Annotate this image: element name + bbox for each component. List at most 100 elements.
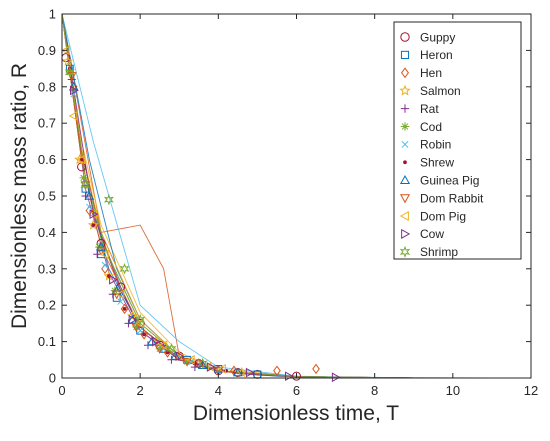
point-shrimp xyxy=(103,193,114,206)
point-cow xyxy=(245,367,255,378)
legend-label-shrimp: Shrimp xyxy=(420,245,458,259)
legend-label-guppy: Guppy xyxy=(420,30,455,44)
x-axis-label: Dimensionless time, T xyxy=(193,402,399,425)
y-tick-label: 0.6 xyxy=(38,152,56,167)
y-tick-label: 0.3 xyxy=(38,261,56,276)
x-tick-label: 2 xyxy=(137,383,144,398)
point-hen xyxy=(273,365,281,376)
y-tick-label: 0.9 xyxy=(38,43,56,58)
legend-marker-hen xyxy=(401,67,409,79)
point-robin xyxy=(101,261,109,269)
point-robin xyxy=(136,327,144,335)
point-salmon xyxy=(126,310,138,321)
point-guinea-pig xyxy=(233,367,243,377)
legend-marker-dom-pig xyxy=(399,210,409,222)
point-dom-pig xyxy=(60,45,70,56)
point-shrew xyxy=(122,306,127,311)
legend-label-robin: Robin xyxy=(420,138,451,152)
point-shrimp xyxy=(197,357,208,370)
y-tick-label: 0.8 xyxy=(38,79,56,94)
point-cow xyxy=(70,85,79,96)
point-dom-pig xyxy=(115,289,125,300)
point-guinea-pig xyxy=(84,190,95,200)
data-points xyxy=(60,45,341,383)
x-tick-label: 6 xyxy=(293,383,300,398)
x-tick-label: 10 xyxy=(446,383,460,398)
legend-marker-heron xyxy=(400,50,410,59)
point-robin xyxy=(117,298,124,305)
point-cow xyxy=(152,336,161,347)
y-tick-label: 0.1 xyxy=(38,334,56,349)
point-shrew xyxy=(79,157,84,162)
point-hen xyxy=(312,363,320,375)
point-cow xyxy=(175,351,185,362)
point-dom-pig xyxy=(135,318,144,329)
y-tick-label: 0.7 xyxy=(38,116,56,131)
point-shrew xyxy=(91,223,96,228)
point-rat xyxy=(93,250,102,259)
point-dom-rabbit xyxy=(213,367,224,376)
point-shrimp xyxy=(135,313,146,326)
x-tick-label: 4 xyxy=(215,383,222,398)
legend-marker-shrimp xyxy=(399,245,411,258)
point-dom-pig xyxy=(185,354,195,365)
point-shrimp xyxy=(64,66,75,79)
point-cod xyxy=(79,173,88,182)
point-guinea-pig xyxy=(96,241,106,251)
point-cow xyxy=(109,274,118,285)
point-cod xyxy=(155,344,164,353)
x-tick-label: 0 xyxy=(58,383,65,398)
point-dom-pig xyxy=(76,154,86,165)
point-guinea-pig xyxy=(127,314,138,324)
point-dom-rabbit xyxy=(96,246,106,256)
point-shrimp xyxy=(119,262,130,275)
legend-label-guinea-pig: Guinea Pig xyxy=(420,174,479,188)
point-salmon xyxy=(103,270,115,281)
legend-label-dom-rabbit: Dom Rabbit xyxy=(420,191,484,205)
y-tick-label: 0.5 xyxy=(38,189,56,204)
fitted-curves xyxy=(61,13,492,379)
legend-label-cod: Cod xyxy=(420,120,442,134)
legend-marker-shrew xyxy=(403,160,407,165)
legend: Guppy Heron Hen Salmon Rat Cod Robin Shrew Guine… xyxy=(393,21,522,260)
legend-label-shrew: Shrew xyxy=(420,156,454,170)
point-salmon xyxy=(87,219,99,230)
point-cow xyxy=(206,362,216,372)
legend-label-cow: Cow xyxy=(420,227,444,241)
point-hen xyxy=(120,303,129,315)
curve-robin xyxy=(61,13,414,379)
point-cod xyxy=(132,323,141,332)
legend-marker-cod xyxy=(400,122,410,131)
point-dom-pig xyxy=(99,249,109,260)
x-axis-ticks: 0 2 4 6 8 10 12 xyxy=(58,14,538,398)
legend-marker-rat xyxy=(400,104,410,113)
legend-marker-cow xyxy=(401,228,411,239)
point-cow xyxy=(89,209,99,220)
y-tick-label: 0.4 xyxy=(38,225,56,240)
legend-label-salmon: Salmon xyxy=(420,84,461,98)
legend-marker-guppy xyxy=(400,32,410,42)
point-shrimp xyxy=(80,179,91,191)
point-guinea-pig xyxy=(68,81,79,91)
y-axis-ticks: 0 0.1 0.2 0.3 0.4 0.5 0.6 0.7 0.8 0.9 1 xyxy=(38,7,531,386)
point-robin xyxy=(86,203,93,211)
legend-label-hen: Hen xyxy=(420,66,442,80)
point-shrimp xyxy=(166,343,177,355)
point-guinea-pig xyxy=(147,336,157,346)
legend-label-rat: Rat xyxy=(420,102,439,116)
point-dom-pig xyxy=(217,364,226,374)
x-tick-label: 12 xyxy=(524,383,538,398)
legend-marker-guinea-pig xyxy=(399,174,411,185)
y-tick-label: 1 xyxy=(49,7,56,22)
point-cod xyxy=(183,357,192,366)
point-cow xyxy=(128,314,138,325)
point-hen xyxy=(69,81,78,93)
x-tick-label: 8 xyxy=(371,383,378,398)
point-shrew xyxy=(142,332,146,337)
point-guinea-pig xyxy=(170,351,181,360)
point-cow xyxy=(331,372,341,383)
point-dom-pig xyxy=(68,111,78,121)
point-dom-rabbit xyxy=(182,357,192,367)
legend-marker-dom-rabbit xyxy=(399,194,411,204)
